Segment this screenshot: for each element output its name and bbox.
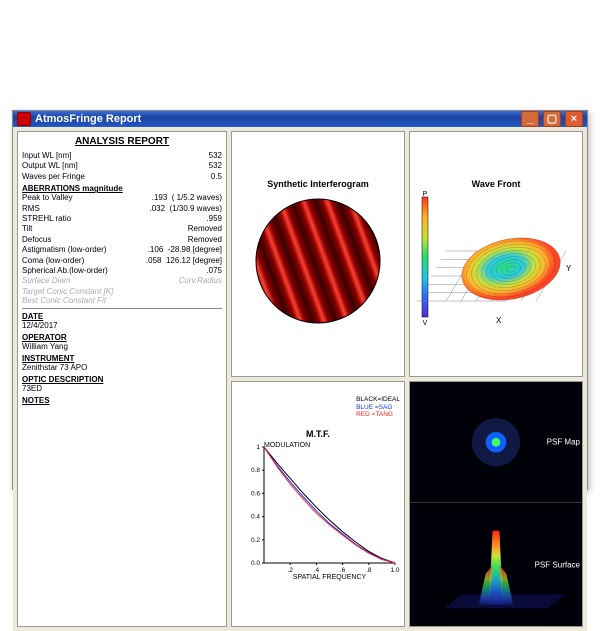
defocus-label: Defocus [22, 235, 51, 245]
psf-map-label: PSF Map [547, 437, 580, 446]
date-label: DATE [22, 312, 222, 321]
astig-label: Astigmatism (low-order) [22, 245, 106, 255]
svg-text:1: 1 [256, 444, 260, 451]
wavefront-plot: P V Y X [416, 191, 576, 331]
minimize-button[interactable]: _ [521, 111, 539, 127]
app-icon [17, 112, 31, 126]
strehl-value: .959 [206, 214, 222, 224]
surface-diam-label: Surface Diam [22, 276, 70, 286]
rms-label: RMS [22, 204, 40, 214]
svg-text:.8: .8 [366, 567, 372, 574]
mtf-plot: 0.0 0.2 0.4 0.6 0.8 1 .2 .4 .6 .8 1.0 MODULATION SPA… [236, 441, 401, 581]
svg-text:0.4: 0.4 [250, 513, 259, 520]
tilt-value: Removed [188, 224, 222, 234]
mtf-title: M.T.F. [306, 429, 330, 439]
svg-text:P: P [423, 191, 428, 198]
svg-text:X: X [496, 316, 502, 325]
mtf-legend: BLACK=IDEAL BLUE =SAG RED =TANG [356, 396, 400, 419]
date-value: 12/4/2017 [22, 321, 222, 330]
sph-label: Spherical Ab.(low-order) [22, 266, 108, 276]
coma-label: Coma (low-order) [22, 256, 84, 266]
output-wl-value: 532 [209, 161, 222, 171]
psf-surface-label: PSF Surface [535, 561, 580, 570]
optic-desc-value: 73ED [22, 384, 222, 393]
mtf-panel: M.T.F. 0.0 0.2 0.4 0.6 0.8 1 .2 .4 .6 .8 1.0 MODULA… [231, 381, 405, 627]
astig-angle: -28.98 [degree] [168, 245, 222, 254]
pv-label: Peak to Valley [22, 193, 73, 203]
sph-value: .075 [206, 266, 222, 276]
wpf-label: Waves per Fringe [22, 172, 85, 182]
curv-radius-label: Curv.Radius [179, 276, 222, 286]
notes-label: NOTES [22, 396, 222, 405]
coma-angle: 126.12 [degree] [166, 256, 222, 265]
svg-text:V: V [423, 320, 428, 327]
best-conic-label: Best Conic Constant Fit [22, 296, 222, 305]
wavefront-title: Wave Front [472, 179, 521, 189]
analysis-report-panel: ANALYSIS REPORT Input WL [nm] 532 Output … [17, 131, 227, 627]
coma-value: .058 [146, 256, 162, 265]
rms-value: .032 [150, 204, 166, 213]
defocus-value: Removed [188, 235, 222, 245]
wavefront-panel: Wave Front P V Y X [409, 131, 583, 377]
pv-value: .193 [152, 193, 168, 202]
tilt-label: Tilt [22, 224, 32, 234]
svg-text:1.0: 1.0 [390, 567, 399, 574]
wpf-value: 0.5 [211, 172, 222, 182]
astig-value: .106 [148, 245, 164, 254]
psf-panel: PSF Map PSF Surface [409, 381, 583, 627]
input-wl-value: 532 [209, 151, 222, 161]
svg-text:0.6: 0.6 [250, 490, 259, 497]
rms-note: (1/30.9 waves) [170, 204, 222, 213]
svg-text:0.8: 0.8 [250, 467, 259, 474]
mtf-legend-ideal: BLACK=IDEAL [356, 396, 400, 404]
instrument-value: Zenithstar 73 APO [22, 363, 222, 372]
pv-note: ( 1/5.2 waves) [172, 193, 222, 202]
output-wl-label: Output WL [nm] [22, 161, 78, 171]
app-window: AtmosFringe Report _ ▢ × ANALYSIS REPORT… [12, 110, 588, 490]
svg-text:.6: .6 [339, 567, 345, 574]
instrument-label: INSTRUMENT [22, 354, 222, 363]
close-button[interactable]: × [565, 111, 583, 127]
svg-text:.4: .4 [313, 567, 319, 574]
operator-value: William Yang [22, 342, 222, 351]
input-wl-label: Input WL [nm] [22, 151, 72, 161]
psf-surface-panel: PSF Surface [410, 505, 582, 625]
interferogram-title: Synthetic Interferogram [267, 179, 369, 189]
svg-text:0.0: 0.0 [250, 560, 259, 567]
aberrations-header: ABERRATIONS magnitude [22, 184, 222, 193]
interferogram-panel: Synthetic Interferogram [231, 131, 405, 377]
svg-text:MODULATION: MODULATION [264, 442, 310, 449]
svg-text:0.2: 0.2 [250, 536, 259, 543]
titlebar[interactable]: AtmosFringe Report _ ▢ × [13, 111, 587, 127]
mtf-legend-tang: RED =TANG [356, 411, 400, 419]
operator-label: OPERATOR [22, 333, 222, 342]
mtf-legend-sag: BLUE =SAG [356, 404, 400, 412]
strehl-label: STREHL ratio [22, 214, 71, 224]
svg-text:Y: Y [566, 264, 572, 273]
maximize-button[interactable]: ▢ [543, 111, 561, 127]
window-title: AtmosFringe Report [35, 113, 141, 125]
plot-grid: Synthetic Interferogram Wave Front PVYX … [231, 131, 583, 627]
target-conic-label: Target Conic Constant [K] [22, 287, 222, 296]
svg-text:SPATIAL FREQUENCY: SPATIAL FREQUENCY [292, 574, 366, 581]
content-area: ANALYSIS REPORT Input WL [nm] 532 Output … [13, 127, 587, 631]
svg-text:.2: .2 [287, 567, 293, 574]
interferogram-plot [248, 191, 388, 331]
report-title: ANALYSIS REPORT [22, 136, 222, 147]
optic-desc-label: OPTIC DESCRIPTION [22, 375, 222, 384]
psf-map-panel: PSF Map [410, 382, 582, 503]
